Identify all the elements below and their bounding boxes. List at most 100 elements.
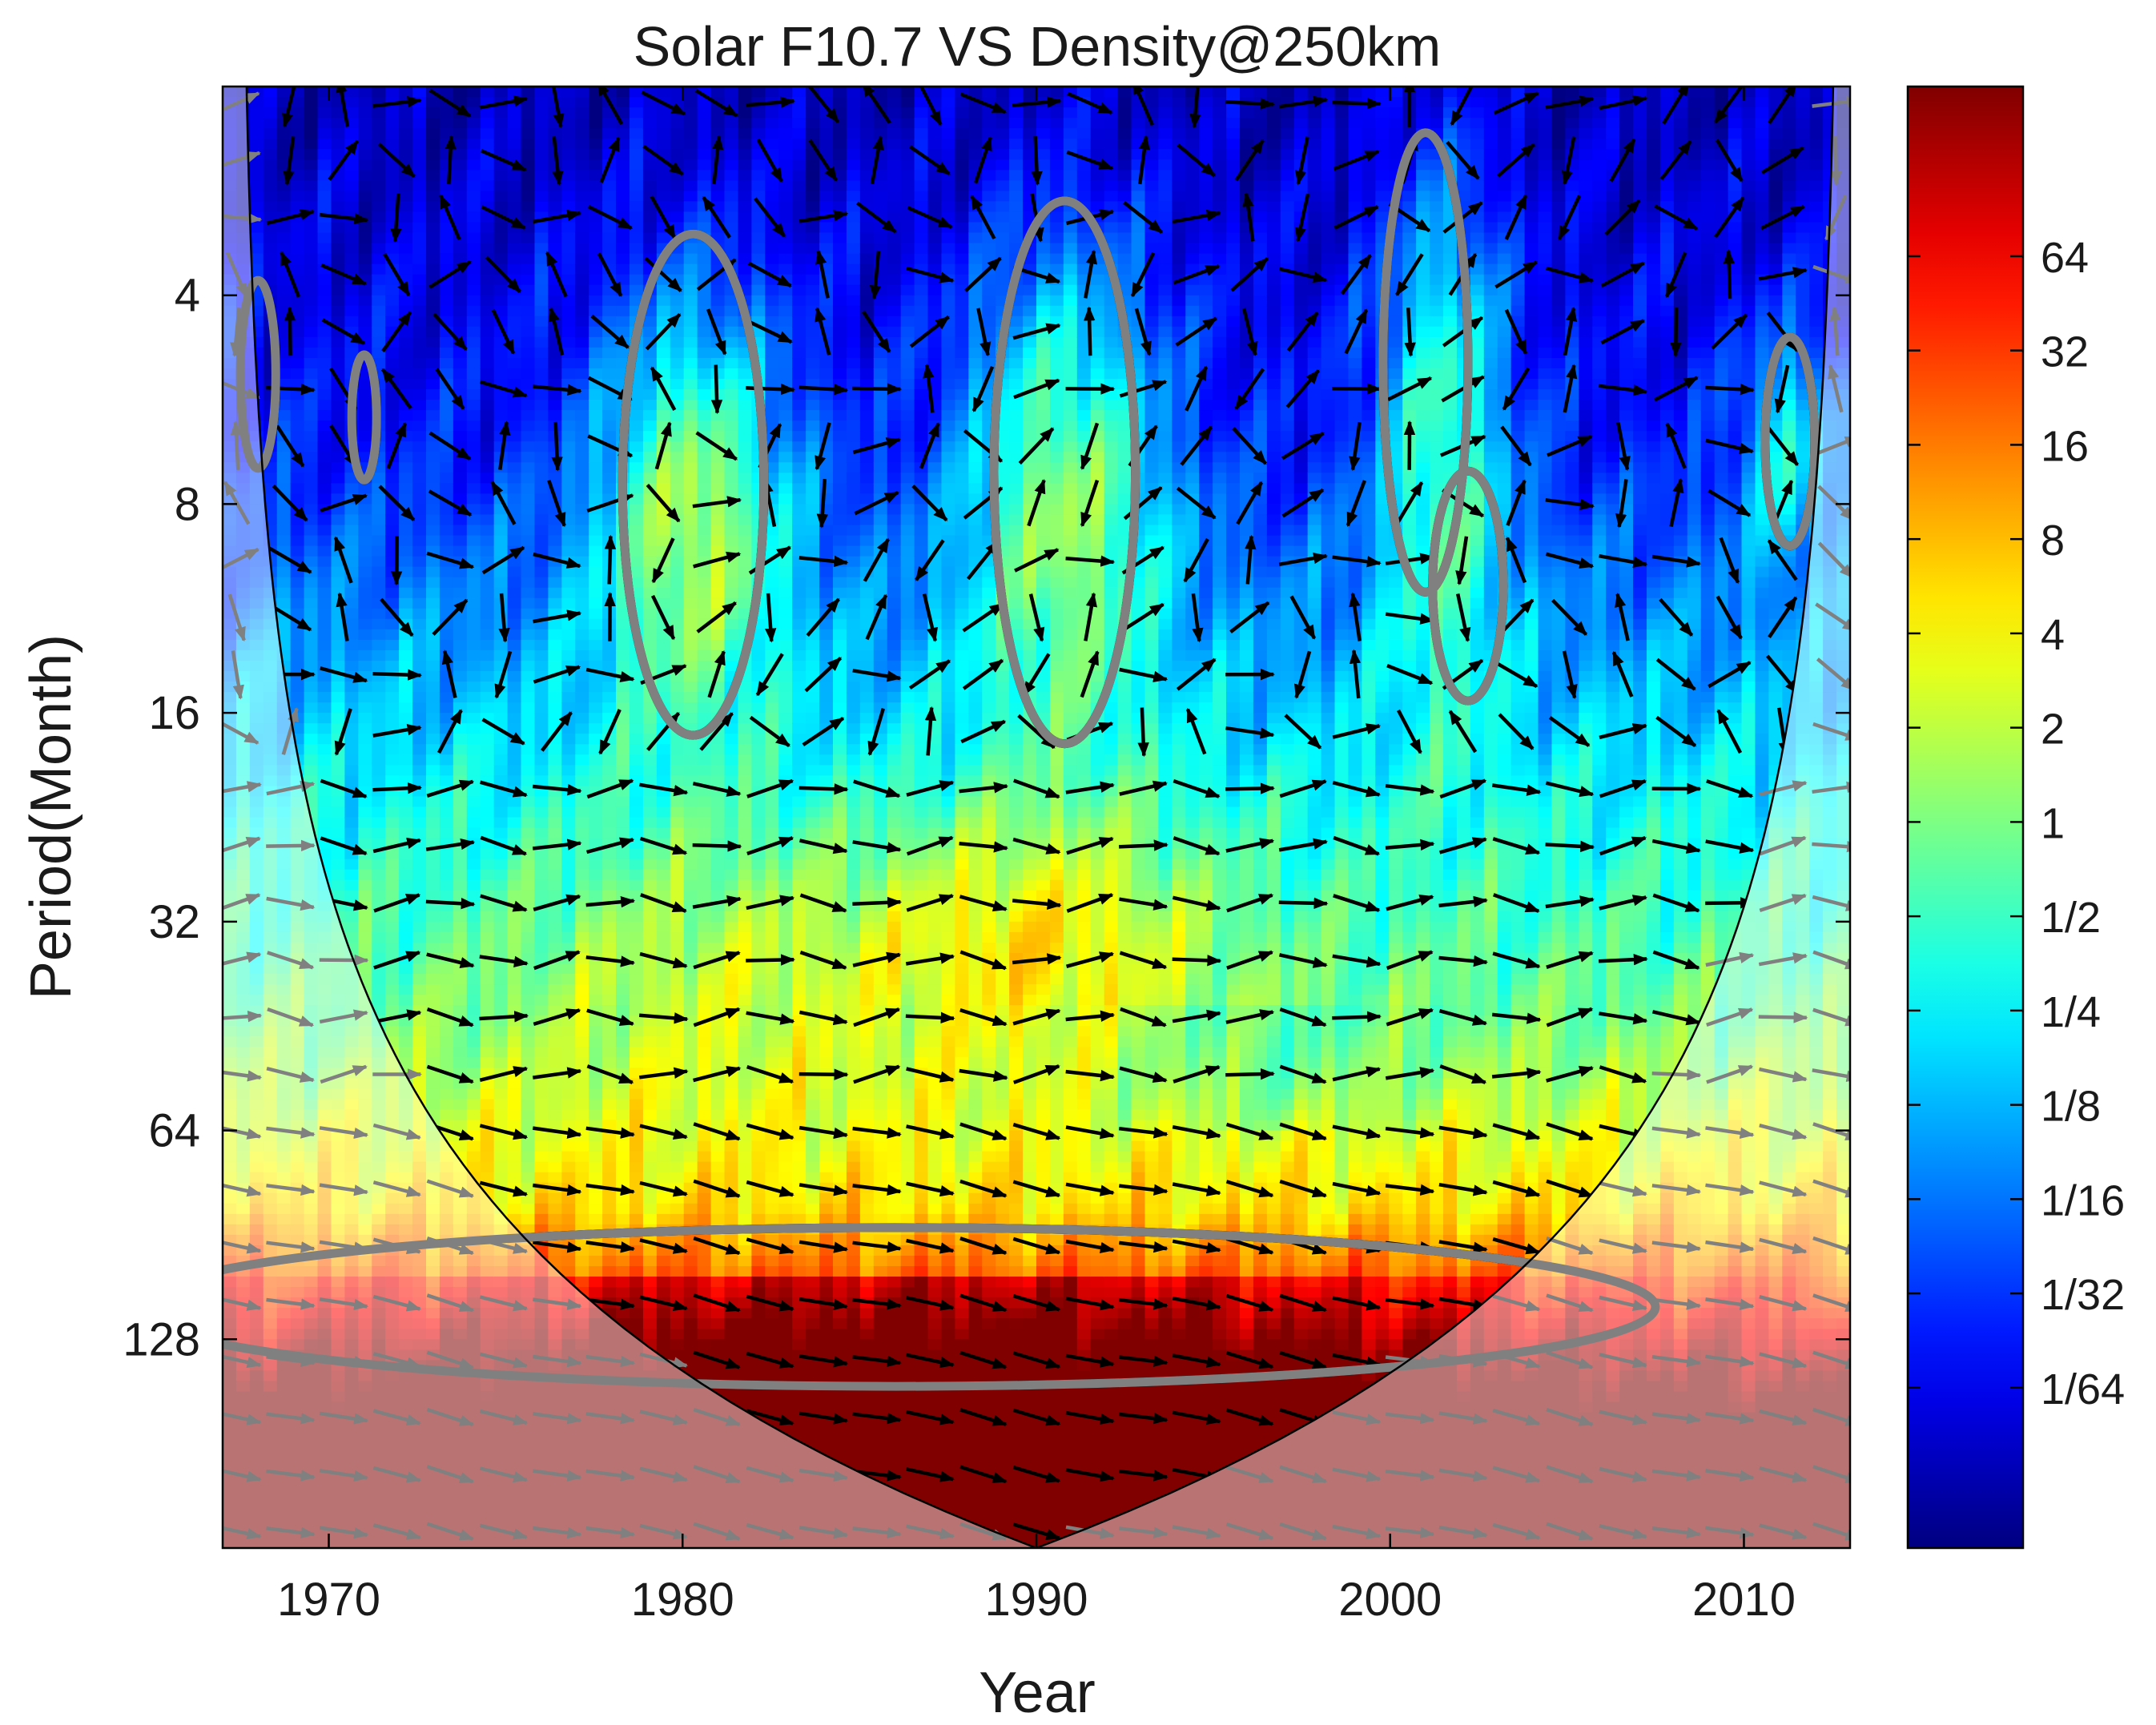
phase-arrow [1172,1410,1221,1425]
phase-arrow [1448,710,1478,754]
phase-arrow [597,252,623,297]
phase-arrow [1599,1353,1648,1369]
phase-arrow [693,951,741,970]
phase-arrow [1758,267,1808,281]
cone-of-influence-line [245,86,1835,1548]
phase-arrow [906,1296,955,1311]
phase-arrow [693,1066,742,1083]
phase-arrow [1119,667,1169,683]
phase-arrow [1812,264,1850,284]
phase-arrow [1014,548,1060,573]
phase-arrow [650,195,677,240]
phase-arrow [1812,722,1850,741]
phase-arrow [1065,1182,1115,1196]
phase-arrow [754,197,786,238]
phase-arrow [1385,1412,1435,1425]
phase-arrow [1172,1296,1221,1311]
colorbar-tick-label: 2 [2041,706,2065,754]
phase-arrow [532,384,582,396]
phase-arrow [642,144,684,176]
phase-arrow [223,1011,263,1023]
phase-arrow [906,1067,955,1083]
phase-arrow [1067,91,1113,115]
phase-arrow [1175,316,1218,347]
phase-arrow [1294,136,1309,186]
phase-arrow [1655,657,1696,691]
phase-arrow [1225,1408,1274,1426]
phase-arrow [1455,593,1471,642]
phase-arrow [334,708,352,756]
phase-arrow [586,1064,634,1084]
phase-arrow [227,593,246,642]
phase-arrow [426,1465,475,1484]
phase-arrow [586,1008,635,1026]
phase-arrow [749,715,790,748]
phase-arrow [1173,264,1221,285]
phase-arrow [804,656,843,693]
phase-arrow [1652,893,1700,913]
phase-arrow [922,593,939,642]
phase-arrow [798,1297,849,1311]
phase-arrow [1664,251,1687,299]
phase-arrow [372,1523,422,1540]
phase-arrow [491,309,516,355]
phase-arrow [1176,486,1217,520]
phase-arrow [426,1007,474,1027]
phase-arrow [1226,950,1274,970]
phase-arrow [1494,661,1539,689]
phase-arrow [906,1353,955,1369]
phase-arrow [283,136,296,186]
phase-arrow [223,1070,263,1082]
phase-arrow [1708,661,1752,689]
phase-arrow [693,1522,741,1541]
phase-arrows-inside-coi [266,86,1808,1540]
phase-arrow [1496,143,1536,178]
phase-arrow [1012,1123,1061,1140]
phase-arrow [746,1123,794,1140]
phase-arrow [1066,893,1114,913]
phase-arrow [1084,306,1096,356]
phase-arrow [1012,1466,1061,1483]
phase-arrow [223,1469,262,1482]
phase-arrow [1817,485,1850,521]
phase-arrow [281,706,299,755]
phase-arrow [746,1237,794,1255]
phase-arrow [1439,778,1487,799]
phase-arrow [798,555,849,568]
phase-arrow [1013,1064,1060,1084]
phase-arrow [1225,1236,1274,1255]
phase-arrow [1706,779,1754,798]
phase-arrow [693,1122,741,1141]
phase-arrow [1716,595,1743,640]
phase-arrow [905,1011,955,1024]
phase-arrow [1438,1240,1488,1253]
phase-arrow [1706,1007,1754,1027]
phase-arrow [1349,649,1362,699]
phase-arrow [532,783,582,796]
phase-arrow [372,837,422,854]
phase-arrow [1278,552,1329,567]
phase-arrow [906,1409,955,1425]
phase-arrow [390,536,403,586]
phase-arrow [1119,1126,1169,1139]
phase-arrow [435,368,465,410]
phase-arrow [1491,1067,1542,1080]
phase-arrow [1665,422,1687,469]
phase-arrow [479,1011,529,1023]
phase-arrow [498,420,511,470]
phase-arrow [585,896,636,908]
phase-arrow [585,1240,636,1253]
phase-arrow [1012,1008,1061,1026]
phase-arrow [1616,421,1631,472]
phase-arrow [1119,1469,1169,1482]
phase-arrow [604,534,617,585]
phase-arrow [746,895,795,911]
phase-arrow [480,380,528,398]
phase-arrow [863,537,890,582]
phase-arrow [1385,1067,1435,1080]
phase-arrow [1245,534,1257,585]
phase-arrow [426,1064,475,1084]
phase-arrow [1759,835,1807,856]
phase-arrow [223,151,261,167]
